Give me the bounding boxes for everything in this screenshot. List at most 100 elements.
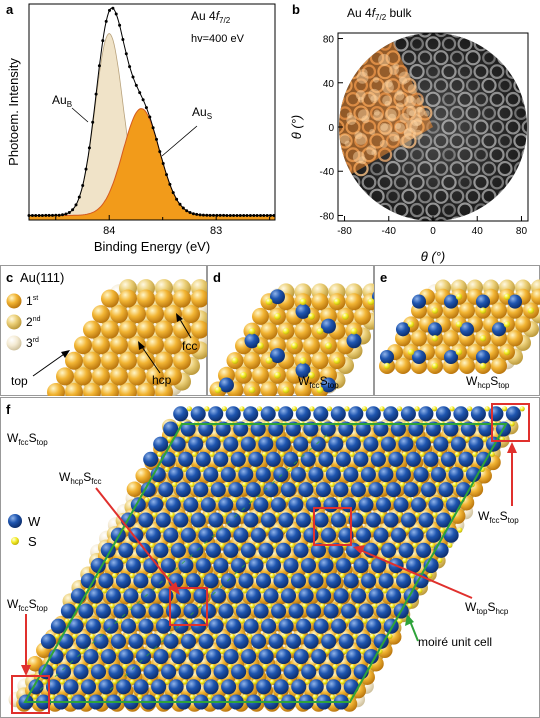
sulfur-atom [234, 466, 240, 472]
tungsten-atom [350, 482, 366, 498]
tungsten-atom [415, 436, 431, 452]
sulfur-atom [202, 542, 208, 548]
sulfur-atom [219, 542, 225, 548]
data-point [265, 214, 269, 217]
sulfur-atom [124, 633, 130, 639]
tungsten-atom [507, 294, 523, 309]
au-layer1-atom [411, 330, 427, 347]
sulfur-atom [147, 679, 153, 685]
sulfur-atom [154, 482, 160, 488]
tungsten-atom [465, 466, 482, 483]
au111-title: Au(111) [20, 270, 64, 285]
sulfur-atom [344, 512, 350, 518]
sulfur-atom [142, 633, 148, 639]
site-fcc-arrowhead [176, 313, 183, 322]
sulfur-atom [292, 618, 298, 624]
sulfur-atom [447, 436, 453, 442]
tungsten-atom [358, 603, 374, 619]
sulfur-atom [362, 512, 368, 518]
tungsten-atom [168, 679, 184, 695]
pd-intensity-ring [401, 161, 417, 176]
tungsten-atom [295, 512, 311, 528]
sulfur-atom [308, 313, 315, 320]
sulfur-atom [194, 633, 200, 639]
au-layer1-atom [164, 367, 182, 386]
tungsten-atom [218, 603, 234, 619]
tungsten-atom [280, 588, 297, 604]
tungsten-atom [341, 603, 357, 619]
sulfur-atom [232, 603, 238, 609]
data-point [171, 191, 175, 195]
tungsten-atom [315, 482, 331, 498]
tungsten-atom [95, 603, 111, 619]
sulfur-atom [297, 451, 303, 457]
whcp-sfcc-label: WhcpSfcc [59, 470, 101, 486]
tungsten-atom [260, 406, 276, 422]
tungsten-atom [244, 333, 260, 349]
sulfur-atom [202, 648, 208, 655]
sulfur-atom [389, 603, 395, 609]
tungsten-atom [293, 648, 309, 665]
sulfur-atom [87, 664, 93, 670]
tungsten-atom [208, 618, 224, 634]
au-layer1-atom [252, 307, 269, 325]
xps-plot-frame [28, 3, 276, 221]
tungsten-atom [118, 648, 134, 665]
sulfur-atom [239, 618, 245, 624]
tungsten-atom [243, 618, 259, 634]
sulfur-atom [174, 557, 180, 564]
sulfur-atom [181, 466, 188, 472]
tungsten-atom [275, 436, 291, 452]
pd-bright-spot [404, 95, 417, 108]
tungsten-atom [173, 512, 189, 528]
sulfur-atom [289, 542, 295, 548]
tungsten-atom [193, 482, 209, 498]
pd-intensity-ring [473, 92, 489, 107]
tungsten-atom [250, 421, 266, 437]
pd-intensity-ring [425, 64, 441, 79]
pd-intensity-ring [361, 174, 377, 190]
au-layer1-atom [110, 367, 128, 386]
site-top-arrowhead [61, 350, 70, 358]
pd-bright-spot [416, 97, 424, 106]
sulfur-atom [197, 497, 203, 503]
au-layer1-atom [128, 305, 146, 324]
data-point [198, 213, 202, 217]
data-point [168, 182, 172, 186]
sulfur-atom [387, 527, 393, 533]
tungsten-atom [65, 648, 82, 665]
tungsten-atom [400, 406, 416, 422]
tungsten-atom [316, 588, 332, 604]
tungsten-atom [138, 512, 154, 528]
tungsten-atom [135, 648, 152, 665]
pd-intensity-ring [433, 78, 449, 93]
site-hcp-arrowhead [138, 341, 145, 350]
pd-bright-spot [373, 109, 380, 116]
pd-bright-spot [344, 140, 351, 147]
tungsten-atom [298, 482, 314, 498]
pd-intensity-ring [354, 189, 368, 204]
tungsten-atom [475, 349, 491, 365]
sulfur-atom [199, 573, 205, 579]
sulfur-atom [122, 664, 128, 670]
tungsten-atom [313, 406, 329, 422]
panel-a-label: a [6, 2, 14, 17]
pd-intensity-ring [505, 119, 521, 135]
sulfur-atom [417, 482, 423, 488]
sulfur-atom [144, 603, 150, 609]
sulfur-atom [364, 588, 370, 594]
sulfur-atom [142, 527, 148, 533]
tungsten-atom [128, 633, 144, 649]
tungsten-atom [353, 557, 369, 574]
tungsten-atom [310, 436, 326, 452]
sulfur-atom [437, 451, 443, 457]
sulfur-atom [314, 557, 320, 564]
tungsten-atom [383, 406, 399, 422]
sulfur-atom [312, 588, 318, 594]
sulfur-atom [377, 542, 383, 548]
tungsten-atom [55, 664, 72, 680]
tungsten-atom [195, 451, 211, 467]
site-hcp-label: hcp [152, 373, 172, 387]
tungsten-atom [360, 466, 376, 483]
tungsten-atom [151, 679, 167, 695]
